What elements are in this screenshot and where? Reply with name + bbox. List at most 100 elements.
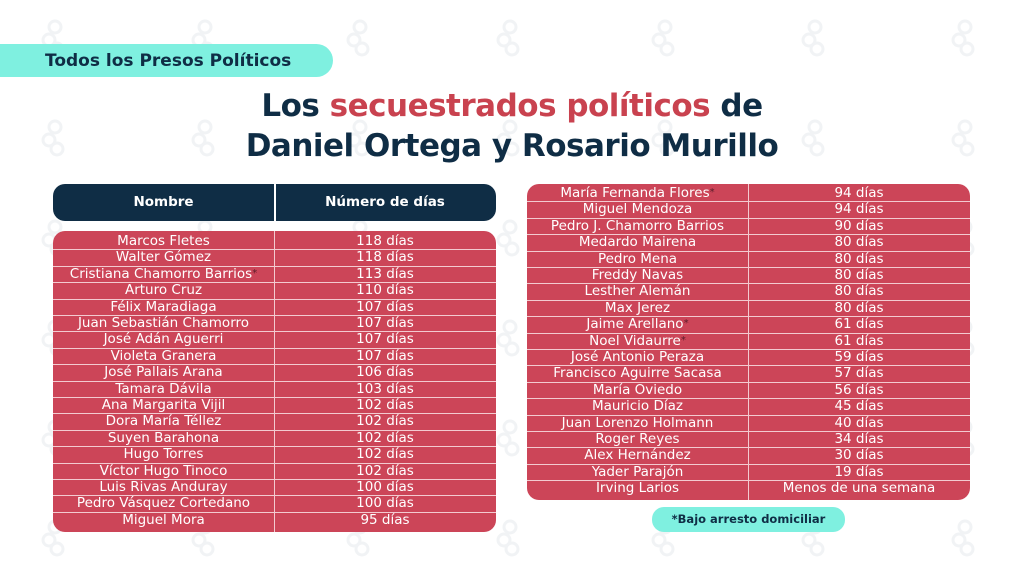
prisoner-name: Juan Lorenzo Holmann — [527, 415, 748, 431]
prisoner-name-text: Medardo Mairena — [578, 234, 697, 251]
prisoner-name: Pedro Vásquez Cortedano — [53, 495, 274, 511]
table-row: Pedro Mena 80 días — [527, 251, 970, 267]
days-count: 95 días — [360, 511, 410, 528]
prisoner-name: Alex Hernández — [527, 447, 748, 463]
days-count: 80 días — [834, 250, 884, 267]
table-row: Tamara Dávila 103 días — [53, 381, 496, 397]
prisoner-name: Pedro Mena — [527, 251, 748, 267]
days-count: 30 días — [834, 447, 884, 464]
header-name: Nombre — [133, 194, 194, 210]
table-row: María Fernanda Flores* 94 días — [527, 185, 970, 201]
days-count: 110 días — [356, 282, 414, 299]
table-row: Francisco Aguirre Sacasa 57 días — [527, 365, 970, 381]
table-row: Pedro Vásquez Cortedano 100 días — [53, 495, 496, 511]
watermark-icon — [495, 518, 525, 558]
row-divider — [527, 480, 970, 482]
days-count: 102 días — [356, 446, 414, 463]
title-part-a: Los — [261, 88, 330, 124]
prisoner-name: Dora María Téllez — [53, 413, 274, 429]
days-count: 40 días — [834, 414, 884, 431]
table-row: Roger Reyes 34 días — [527, 431, 970, 447]
house-arrest-marker: * — [680, 334, 686, 346]
header-days: Número de días — [325, 194, 445, 210]
row-divider — [53, 446, 496, 448]
row-divider — [53, 511, 496, 513]
row-divider — [527, 217, 970, 219]
prisoner-name: Francisco Aguirre Sacasa — [527, 365, 748, 381]
days-count: 56 días — [834, 381, 884, 398]
house-arrest-marker: * — [709, 187, 715, 198]
row-divider — [527, 332, 970, 334]
row-divider — [527, 414, 970, 416]
table-row: Miguel Mora 95 días — [53, 512, 496, 528]
prisoner-name: Walter Gómez — [53, 249, 274, 265]
row-divider — [53, 397, 496, 398]
row-divider — [53, 315, 496, 316]
watermark-icon — [950, 18, 980, 58]
row-divider — [527, 463, 970, 465]
days-count: 61 días — [834, 332, 884, 349]
table-header: Nombre Número de días — [53, 184, 496, 221]
prisoner-name-text: Cristiana Chamorro Barrios — [69, 265, 253, 282]
prisoner-name-text: José Adán Aguerri — [103, 331, 224, 348]
table-row: Suyen Barahona 102 días — [53, 430, 496, 446]
table-row: Juan Lorenzo Holmann 40 días — [527, 415, 970, 431]
prisoner-name: José Adán Aguerri — [53, 331, 274, 347]
prisoner-name-text: Luis Rivas Anduray — [99, 479, 228, 495]
row-divider — [527, 201, 970, 203]
table-row: José Antonio Peraza 59 días — [527, 349, 970, 365]
prisoner-name-text: María Oviedo — [592, 381, 683, 398]
row-divider — [53, 380, 496, 382]
title-part-b: de — [710, 88, 763, 124]
watermark-icon — [345, 118, 375, 158]
days-count: 19 días — [834, 463, 884, 480]
days-count: Menos de una semana — [782, 480, 936, 497]
column-divider — [748, 184, 749, 500]
left-table: Marcos Fletes 118 días Walter Gómez 118 día… — [53, 231, 496, 532]
row-divider — [527, 267, 970, 268]
days-count: 118 días — [356, 233, 414, 249]
row-divider — [527, 283, 970, 285]
table-row: Arturo Cruz 110 días — [53, 282, 496, 298]
table-row: José Adán Aguerri 107 días — [53, 331, 496, 347]
header-divider — [274, 184, 276, 221]
prisoner-name-text: Yader Parajón — [591, 463, 684, 480]
row-divider — [527, 398, 970, 400]
prisoner-name: Freddy Navas — [527, 267, 748, 283]
title-highlight: secuestrados políticos — [329, 88, 711, 124]
prisoner-name: Víctor Hugo Tinoco — [53, 463, 274, 479]
table-row: José Pallais Arana 106 días — [53, 364, 496, 380]
category-tag-label: Todos los Presos Políticos — [45, 51, 292, 71]
table-row: Medardo Mairena 80 días — [527, 234, 970, 250]
days-count: 80 días — [834, 299, 884, 316]
prisoner-name: Mauricio Díaz — [527, 398, 748, 414]
days-count: 80 días — [834, 283, 884, 300]
prisoner-name-text: Noel Vidaurre — [589, 332, 681, 349]
prisoner-name-text: Mauricio Díaz — [591, 398, 683, 415]
house-arrest-marker: * — [683, 318, 689, 330]
prisoner-name: Medardo Mairena — [527, 234, 748, 250]
prisoner-name: Pedro J. Chamorro Barrios — [527, 218, 748, 234]
footnote: *Bajo arresto domiciliar — [652, 507, 845, 532]
prisoner-name-text: Arturo Cruz — [124, 282, 203, 299]
row-divider — [53, 298, 496, 300]
days-count: 103 días — [356, 380, 414, 397]
table-row: Pedro J. Chamorro Barrios 90 días — [527, 218, 970, 234]
prisoner-name-text: Francisco Aguirre Sacasa — [553, 365, 722, 382]
table-row: Cristiana Chamorro Barrios* 113 días — [53, 266, 496, 282]
table-row: Luis Rivas Anduray 100 días — [53, 479, 496, 495]
prisoner-name: Max Jerez — [527, 300, 748, 316]
prisoner-name: José Pallais Arana — [53, 364, 274, 380]
watermark-icon — [495, 118, 525, 158]
table-row: Félix Maradiaga 107 días — [53, 299, 496, 315]
row-divider — [53, 429, 496, 431]
row-divider — [527, 431, 970, 432]
prisoner-name-text: Walter Gómez — [115, 249, 212, 266]
table-row: Walter Gómez 118 días — [53, 249, 496, 265]
prisoner-name: Luis Rivas Anduray — [53, 479, 274, 495]
watermark-icon — [800, 118, 830, 158]
days-count: 34 días — [834, 431, 884, 447]
watermark-icon — [495, 418, 525, 458]
table-row: Noel Vidaurre* 61 días — [527, 333, 970, 349]
prisoner-name-text: Violeta Granera — [110, 347, 217, 364]
